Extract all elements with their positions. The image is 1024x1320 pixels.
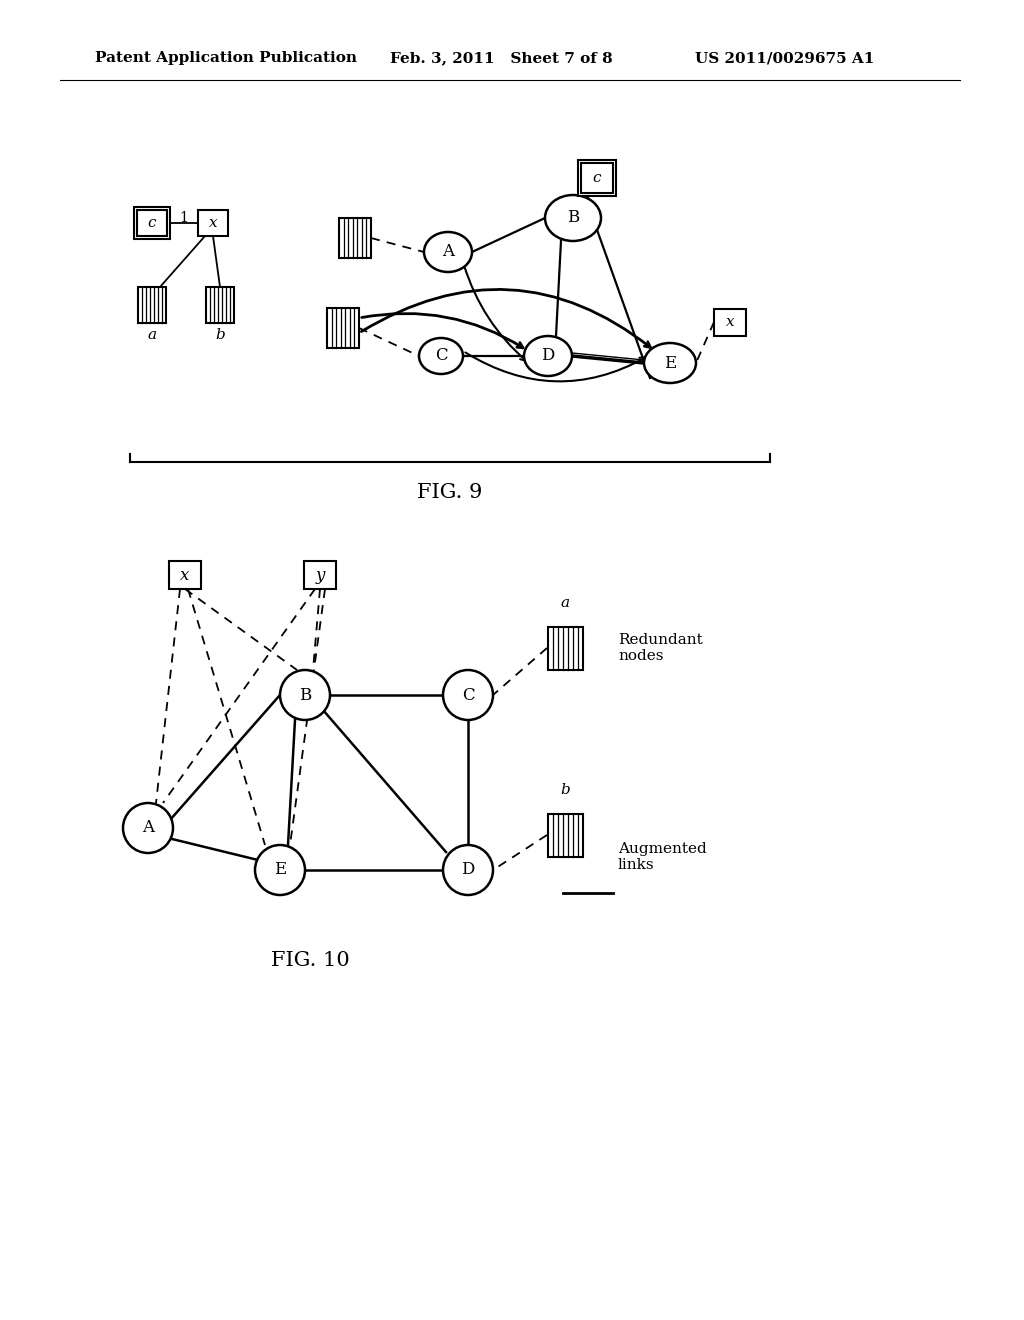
- Text: x: x: [180, 566, 189, 583]
- Text: b: b: [560, 783, 570, 797]
- Text: FIG. 9: FIG. 9: [418, 483, 482, 502]
- Bar: [581, 162, 613, 193]
- Text: E: E: [273, 862, 286, 879]
- Ellipse shape: [419, 338, 463, 374]
- Text: Augmented
links: Augmented links: [618, 842, 707, 873]
- Text: B: B: [299, 686, 311, 704]
- Bar: [304, 561, 336, 589]
- Text: A: A: [142, 820, 154, 837]
- Text: Patent Application Publication: Patent Application Publication: [95, 51, 357, 65]
- Bar: [327, 308, 359, 348]
- Circle shape: [280, 671, 330, 719]
- Text: y: y: [315, 566, 325, 583]
- Ellipse shape: [644, 343, 696, 383]
- Text: b: b: [215, 327, 225, 342]
- Text: FIG. 10: FIG. 10: [270, 950, 349, 969]
- Text: Feb. 3, 2011   Sheet 7 of 8: Feb. 3, 2011 Sheet 7 of 8: [390, 51, 612, 65]
- Ellipse shape: [545, 195, 601, 242]
- Bar: [714, 309, 746, 335]
- Text: C: C: [462, 686, 474, 704]
- Bar: [134, 207, 170, 239]
- Text: D: D: [542, 347, 555, 364]
- Text: a: a: [560, 597, 569, 610]
- Text: B: B: [567, 210, 580, 227]
- Text: 1: 1: [179, 211, 188, 224]
- Bar: [548, 813, 583, 857]
- Text: US 2011/0029675 A1: US 2011/0029675 A1: [695, 51, 874, 65]
- Text: E: E: [664, 355, 676, 371]
- Bar: [206, 286, 234, 323]
- Circle shape: [123, 803, 173, 853]
- Bar: [198, 210, 228, 236]
- Text: x: x: [209, 216, 217, 230]
- Bar: [339, 218, 371, 257]
- Text: D: D: [462, 862, 475, 879]
- Text: Redundant
nodes: Redundant nodes: [618, 632, 702, 663]
- Text: c: c: [147, 216, 157, 230]
- Bar: [548, 627, 583, 669]
- Text: c: c: [593, 172, 601, 185]
- Text: C: C: [434, 347, 447, 364]
- Ellipse shape: [524, 337, 572, 376]
- Circle shape: [255, 845, 305, 895]
- Text: A: A: [442, 243, 454, 260]
- Bar: [138, 286, 166, 323]
- Bar: [137, 210, 167, 236]
- Bar: [169, 561, 201, 589]
- Text: x: x: [726, 315, 734, 329]
- Text: a: a: [147, 327, 157, 342]
- Circle shape: [443, 671, 493, 719]
- Bar: [578, 160, 616, 195]
- Ellipse shape: [424, 232, 472, 272]
- Circle shape: [443, 845, 493, 895]
